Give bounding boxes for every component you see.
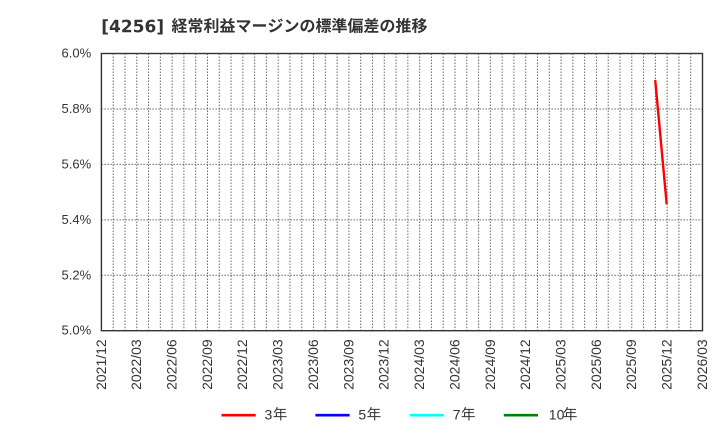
svg-text:2025/09: 2025/09 — [623, 339, 639, 390]
svg-text:2024/12: 2024/12 — [517, 339, 533, 390]
svg-text:2025/06: 2025/06 — [588, 339, 604, 390]
svg-text:2022/03: 2022/03 — [128, 339, 144, 390]
svg-text:2024/09: 2024/09 — [482, 339, 498, 390]
svg-text:2026/03: 2026/03 — [694, 339, 710, 390]
svg-text:6.0%: 6.0% — [62, 46, 92, 61]
svg-text:2024/03: 2024/03 — [411, 339, 427, 390]
svg-text:2023/03: 2023/03 — [270, 339, 286, 390]
svg-text:2022/12: 2022/12 — [234, 339, 250, 390]
svg-text:5: 5 — [358, 406, 366, 422]
svg-text:2023/06: 2023/06 — [305, 339, 321, 390]
svg-text:3: 3 — [265, 406, 273, 422]
svg-text:2022/09: 2022/09 — [199, 339, 215, 390]
svg-text:2025/03: 2025/03 — [552, 339, 568, 390]
svg-text:2025/12: 2025/12 — [659, 339, 675, 390]
svg-text:2021/12: 2021/12 — [93, 339, 109, 390]
svg-text:5.8%: 5.8% — [62, 101, 92, 116]
svg-text:10: 10 — [549, 406, 565, 422]
svg-text:2024/06: 2024/06 — [446, 339, 462, 390]
svg-text:5.0%: 5.0% — [62, 323, 92, 338]
svg-text:2023/09: 2023/09 — [340, 339, 356, 390]
svg-text:7: 7 — [453, 406, 461, 422]
svg-text:2023/12: 2023/12 — [376, 339, 392, 390]
svg-text:5.4%: 5.4% — [62, 212, 92, 227]
svg-text:5.6%: 5.6% — [62, 156, 92, 171]
svg-text:5.2%: 5.2% — [62, 267, 92, 282]
svg-text:2022/06: 2022/06 — [164, 339, 180, 390]
